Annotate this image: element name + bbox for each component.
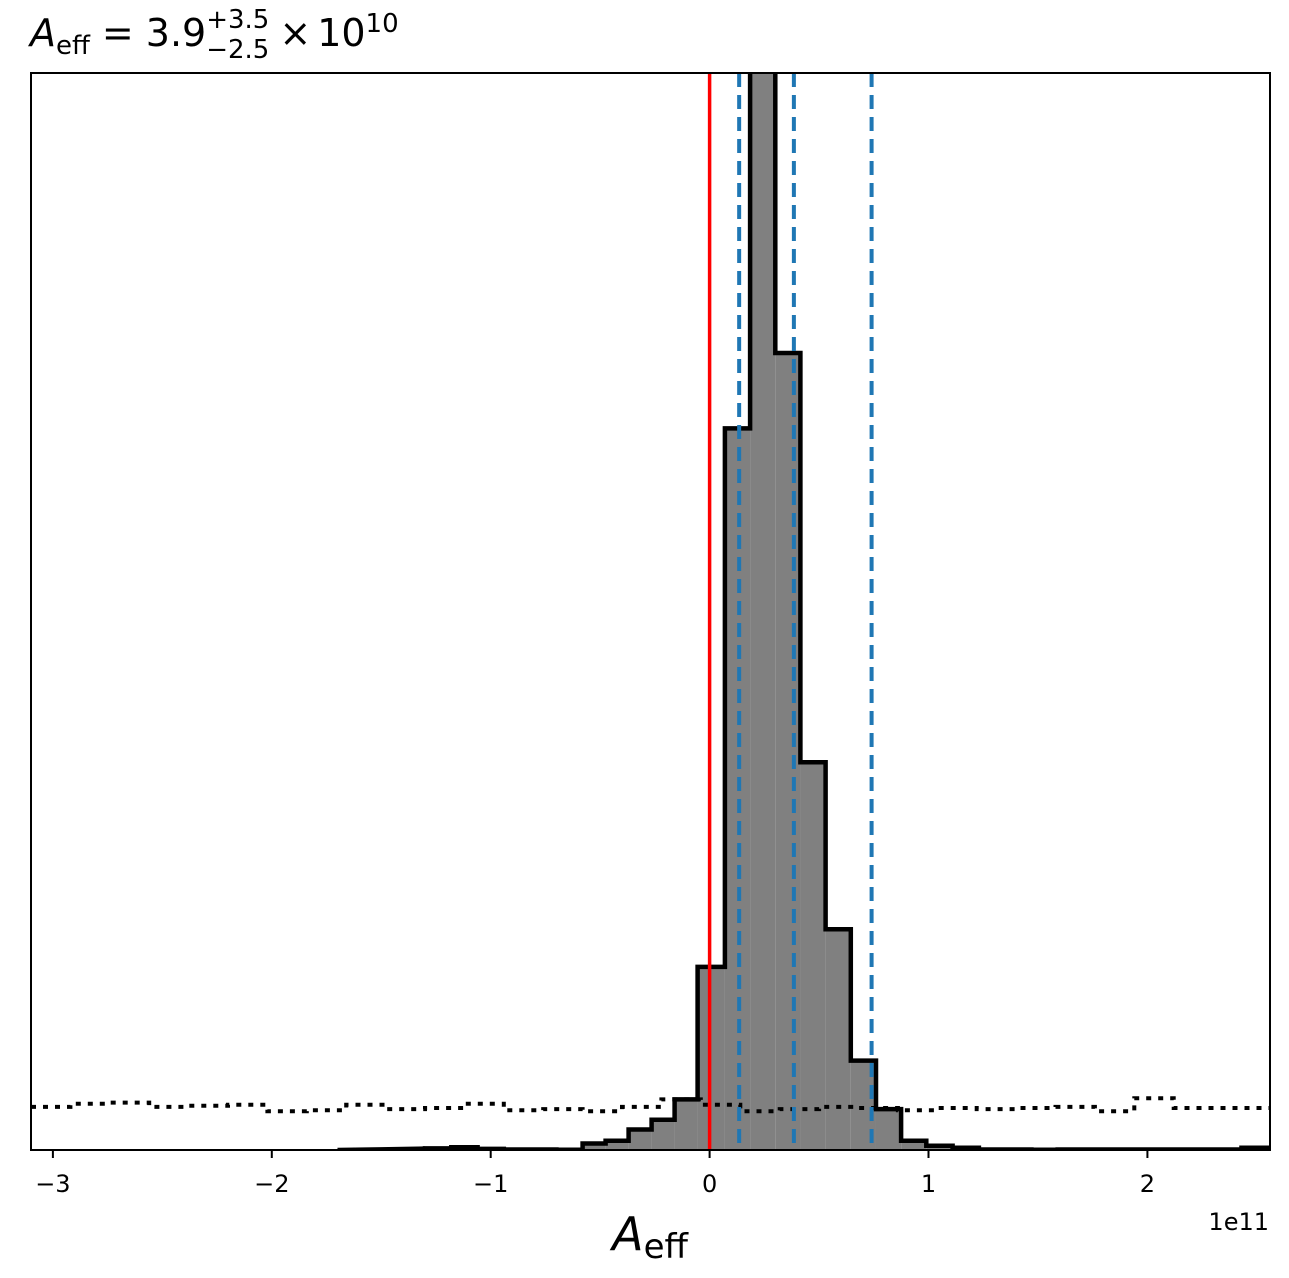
posterior-bar xyxy=(775,353,801,1150)
x-tick-label: 2 xyxy=(1140,1170,1155,1198)
x-tick-label: −1 xyxy=(473,1170,508,1198)
xlabel-symbol: A xyxy=(609,1207,643,1261)
posterior-bar xyxy=(651,1119,675,1150)
posterior-bar xyxy=(628,1129,652,1150)
posterior-bar xyxy=(875,1109,902,1150)
prior-outline xyxy=(31,1096,1270,1114)
x-tick-label: −2 xyxy=(254,1170,289,1198)
x-tick-label: 1 xyxy=(921,1170,936,1198)
quantile-lines-layer xyxy=(737,73,874,1150)
title-plus-error: +3.5 xyxy=(206,5,269,35)
title-equals: = xyxy=(102,11,134,55)
plot-frame xyxy=(30,72,1271,1151)
posterior-bar xyxy=(800,762,826,1150)
title-symbol: A xyxy=(27,11,56,55)
title-times: × xyxy=(279,11,311,55)
posterior-bar xyxy=(605,1140,629,1150)
x-tick-label: 0 xyxy=(702,1170,717,1198)
title-exponent: 10 xyxy=(366,9,399,39)
posterior-bar xyxy=(825,929,851,1150)
title-value: 3.9 xyxy=(146,11,206,55)
xlabel-sub: eff xyxy=(644,1227,690,1267)
x-tick-label: −3 xyxy=(35,1170,70,1198)
chart-title: Aeff = 3.9+3.5 −2.5 × 1010 xyxy=(27,5,399,65)
posterior-bar xyxy=(901,1140,927,1150)
prior-histogram xyxy=(31,1096,1270,1114)
x-axis-label: Aeff xyxy=(609,1207,689,1267)
x-offset-label: 1e11 xyxy=(1208,1208,1269,1236)
plot-area xyxy=(337,73,1270,1150)
title-base: 10 xyxy=(317,11,365,55)
posterior-bar xyxy=(750,73,776,1150)
axes: −3 −2 −1 0 1 2 xyxy=(30,72,1271,1198)
title-symbol-sub: eff xyxy=(56,31,91,61)
posterior-bar xyxy=(582,1143,606,1150)
title-minus-error: −2.5 xyxy=(206,35,269,65)
posterior-bar xyxy=(674,1099,698,1150)
